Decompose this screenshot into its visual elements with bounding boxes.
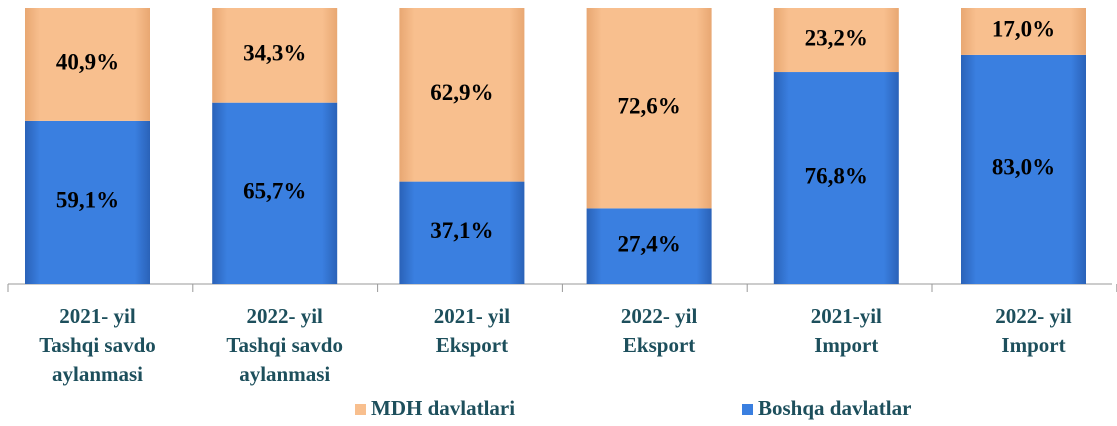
legend-label: MDH davlatlari	[371, 396, 515, 420]
x-tick-label: 2021- yil	[434, 304, 511, 328]
x-tick-label: aylanmasi	[239, 362, 330, 386]
bar-segment	[212, 102, 338, 284]
value-label: 65,7%	[243, 179, 306, 204]
value-label: 72,6%	[617, 93, 680, 118]
x-tick-label: Eksport	[623, 333, 695, 357]
value-label: 40,9%	[56, 50, 119, 75]
bar-segment	[212, 8, 338, 103]
value-label: 23,2%	[805, 25, 868, 50]
bar-segment	[773, 72, 899, 284]
x-tick-label: Import	[814, 333, 878, 357]
value-label: 17,0%	[992, 17, 1055, 42]
legend-swatch	[742, 404, 753, 415]
x-tick-label: Import	[1001, 333, 1065, 357]
x-tick-label: 2021-yil	[811, 304, 882, 328]
value-label: 34,3%	[243, 41, 306, 66]
bar-segment	[586, 8, 712, 209]
value-label: 59,1%	[56, 188, 119, 213]
bar-segment	[25, 8, 150, 121]
legend-label: Boshqa davlatlar	[758, 396, 911, 420]
x-tick-label: Tashqi savdo	[226, 333, 343, 357]
bar-segment	[399, 181, 525, 284]
bar-segment	[961, 54, 1086, 284]
value-label: 27,4%	[617, 231, 680, 256]
x-tick-label: 2022- yil	[995, 304, 1072, 328]
bar-segment	[25, 120, 150, 284]
bar-segment	[399, 8, 525, 182]
x-tick-label: Tashqi savdo	[39, 333, 156, 357]
x-tick-label: Eksport	[436, 333, 508, 357]
x-tick-label: aylanmasi	[52, 362, 143, 386]
legend-swatch	[355, 404, 366, 415]
value-label: 62,9%	[430, 80, 493, 105]
value-label: 83,0%	[992, 155, 1055, 180]
bar-segment	[586, 208, 712, 284]
x-tick-label: 2022- yil	[621, 304, 698, 328]
x-tick-label: 2021- yil	[59, 304, 136, 328]
x-tick-label: 2022- yil	[246, 304, 323, 328]
bar-segment	[773, 8, 899, 73]
value-label: 37,1%	[430, 218, 493, 243]
value-label: 76,8%	[805, 163, 868, 188]
bar-segment	[961, 8, 1086, 55]
